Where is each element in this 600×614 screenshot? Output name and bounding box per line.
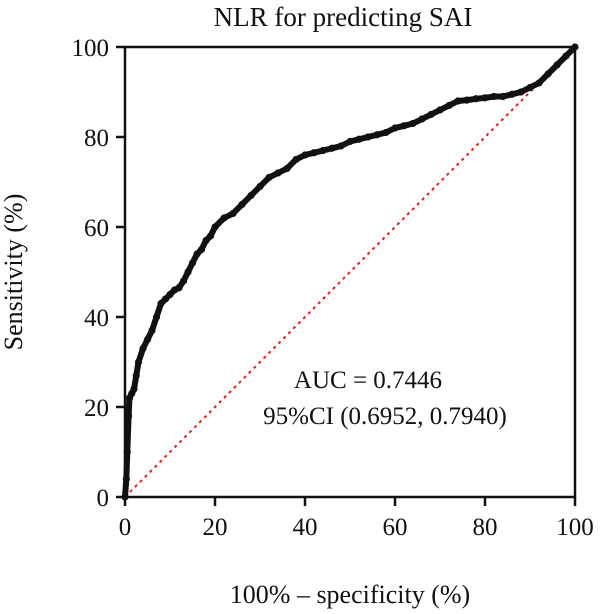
x-tick-label: 40 bbox=[293, 514, 318, 541]
roc-point bbox=[132, 371, 140, 380]
roc-point bbox=[197, 245, 206, 254]
chart-title: NLR for predicting SAI bbox=[214, 2, 473, 32]
roc-point bbox=[179, 277, 188, 285]
roc-point bbox=[134, 358, 143, 366]
y-axis-label: Sensitivity (%) bbox=[0, 194, 28, 351]
roc-point bbox=[490, 92, 498, 101]
y-tick-label: 20 bbox=[84, 395, 109, 422]
roc-point bbox=[247, 191, 255, 200]
roc-point bbox=[400, 122, 408, 130]
y-axis-ticks: 0 20 40 60 80 100 bbox=[72, 35, 125, 512]
y-tick-label: 100 bbox=[72, 35, 110, 62]
roc-point bbox=[157, 299, 165, 308]
x-axis-ticks: 0 20 40 60 80 100 bbox=[119, 497, 594, 541]
roc-point bbox=[283, 164, 291, 173]
roc-point bbox=[193, 250, 201, 258]
roc-point bbox=[472, 95, 480, 103]
y-tick-label: 0 bbox=[97, 485, 110, 512]
roc-point bbox=[130, 385, 138, 393]
roc-point bbox=[562, 52, 570, 60]
y-tick-label: 80 bbox=[84, 125, 109, 152]
x-tick-label: 80 bbox=[473, 514, 498, 541]
roc-point bbox=[139, 344, 147, 353]
x-tick-label: 100 bbox=[556, 514, 594, 541]
roc-point bbox=[148, 326, 156, 335]
roc-point bbox=[337, 142, 345, 150]
ci-annotation: 95%CI (0.6952, 0.7940) bbox=[263, 403, 507, 430]
roc-point bbox=[508, 90, 516, 98]
roc-point bbox=[328, 144, 336, 152]
roc-point bbox=[571, 43, 579, 51]
roc-point bbox=[454, 97, 462, 105]
roc-point bbox=[122, 475, 130, 483]
roc-point bbox=[220, 214, 228, 222]
roc-point bbox=[535, 79, 543, 87]
x-tick-label: 0 bbox=[119, 514, 132, 541]
roc-point bbox=[382, 128, 390, 137]
roc-point bbox=[436, 106, 444, 114]
roc-point bbox=[346, 137, 354, 146]
roc-point bbox=[229, 209, 237, 218]
roc-point bbox=[206, 232, 215, 240]
roc-point bbox=[481, 94, 489, 102]
roc-point bbox=[274, 169, 282, 177]
roc-curve-points bbox=[121, 43, 579, 501]
roc-point bbox=[175, 284, 183, 292]
roc-point bbox=[166, 290, 174, 299]
x-tick-label: 60 bbox=[383, 514, 408, 541]
y-tick-label: 60 bbox=[84, 215, 109, 242]
reference-diagonal-line bbox=[124, 46, 576, 498]
y-tick-label: 40 bbox=[84, 305, 109, 332]
roc-point bbox=[143, 335, 152, 344]
roc-point bbox=[184, 268, 192, 276]
roc-point bbox=[319, 146, 327, 155]
roc-point bbox=[553, 61, 561, 69]
roc-point bbox=[123, 448, 131, 456]
roc-point bbox=[292, 155, 300, 164]
roc-point bbox=[364, 133, 372, 141]
roc-point bbox=[265, 173, 273, 182]
roc-point bbox=[310, 149, 318, 157]
roc-point bbox=[373, 131, 381, 139]
roc-point bbox=[188, 259, 197, 267]
roc-point bbox=[418, 115, 426, 123]
x-axis-label: 100% – specificity (%) bbox=[230, 580, 470, 609]
roc-point bbox=[202, 236, 210, 245]
plot-frame bbox=[123, 45, 577, 499]
auc-annotation: AUC = 0.7446 bbox=[294, 367, 442, 394]
roc-point bbox=[463, 96, 471, 104]
roc-point bbox=[152, 313, 161, 321]
roc-point bbox=[238, 200, 246, 209]
roc-point bbox=[121, 493, 129, 501]
roc-point bbox=[499, 92, 507, 101]
roc-point bbox=[391, 124, 399, 132]
roc-point bbox=[526, 83, 534, 92]
x-tick-label: 20 bbox=[203, 514, 228, 541]
roc-point bbox=[161, 295, 170, 303]
roc-point bbox=[409, 119, 417, 128]
roc-point bbox=[355, 135, 363, 143]
roc-point bbox=[517, 88, 525, 96]
roc-point bbox=[256, 182, 264, 191]
roc-point bbox=[211, 223, 219, 231]
roc-point bbox=[427, 110, 435, 119]
roc-point bbox=[445, 101, 453, 110]
roc-point bbox=[301, 151, 309, 159]
roc-point bbox=[125, 412, 133, 420]
roc-point bbox=[544, 70, 552, 78]
